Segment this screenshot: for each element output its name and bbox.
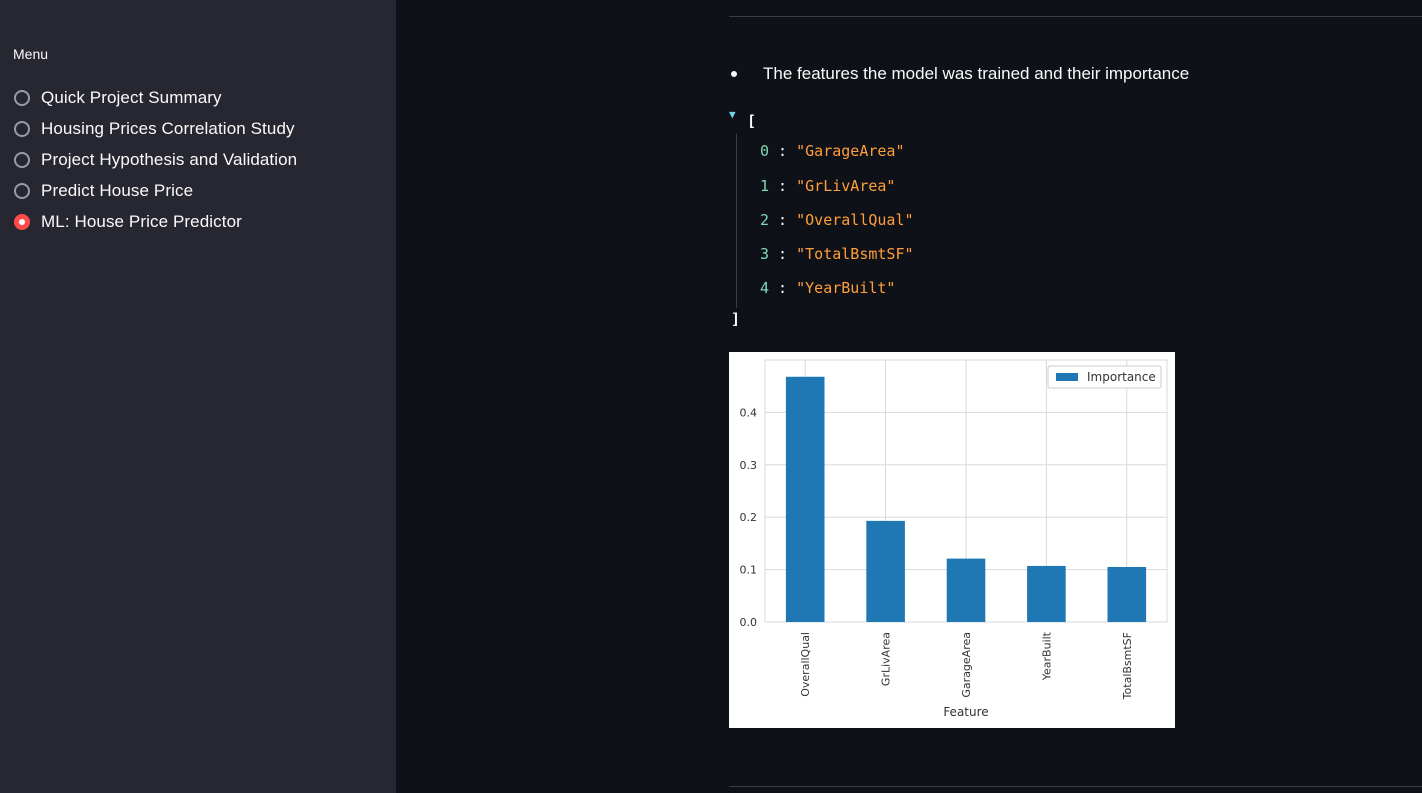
json-row: 4 : "YearBuilt"	[760, 279, 896, 297]
menu-title: Menu	[13, 46, 49, 62]
x-tick-label: GarageArea	[960, 632, 973, 698]
legend-label: Importance	[1087, 370, 1156, 384]
divider-top	[729, 16, 1422, 17]
menu-item-label: Housing Prices Correlation Study	[41, 118, 295, 138]
x-tick-label: TotalBsmtSF	[1121, 632, 1134, 700]
y-tick-label: 0.4	[740, 406, 758, 419]
json-value: "GrLivArea"	[796, 177, 896, 195]
json-row: 0 : "GarageArea"	[760, 142, 905, 160]
chart-svg: 0.0 0.1 0.2 0.3 0.4 OverallQual GrLivArea Garag…	[740, 359, 1168, 719]
json-value: "GarageArea"	[796, 142, 905, 160]
json-row: 3 : "TotalBsmtSF"	[760, 245, 914, 263]
json-open-bracket: [	[747, 112, 757, 130]
y-tick-label: 0.2	[740, 511, 758, 524]
json-index: 0	[760, 142, 770, 160]
bar	[946, 558, 986, 622]
sidebar: Menu Quick Project Summary Housing Price…	[0, 0, 396, 793]
json-row: 2 : "OverallQual"	[760, 211, 914, 229]
collapse-triangle-icon[interactable]: ▼	[729, 108, 736, 121]
bar	[1107, 566, 1147, 622]
radio-button-icon[interactable]	[14, 120, 30, 137]
divider-bottom	[729, 786, 1422, 787]
json-row: 1 : "GrLivArea"	[760, 177, 896, 195]
bullet-text: The features the model was trained and t…	[763, 64, 1190, 83]
bullet-item: The features the model was trained and t…	[731, 64, 1189, 84]
json-indent-guide	[736, 134, 737, 308]
bar	[866, 520, 905, 622]
radio-button-selected-icon[interactable]	[14, 213, 30, 230]
json-value: "TotalBsmtSF"	[796, 245, 914, 263]
x-axis-label: Feature	[943, 705, 988, 719]
json-index: 3	[760, 245, 770, 263]
json-index: 1	[760, 177, 770, 195]
radio-button-icon[interactable]	[14, 151, 30, 168]
json-index: 2	[760, 211, 770, 229]
y-tick-label: 0.3	[740, 459, 758, 472]
menu-item-predict-house-price[interactable]: Predict House Price	[14, 175, 297, 206]
x-tick-label: GrLivArea	[880, 632, 893, 686]
json-value: "YearBuilt"	[796, 279, 896, 297]
bar	[1027, 565, 1066, 622]
x-tick-label: YearBuilt	[1040, 631, 1053, 681]
legend-swatch	[1056, 373, 1078, 381]
y-tick-label: 0.0	[740, 616, 758, 629]
feature-importance-chart: 0.0 0.1 0.2 0.3 0.4 OverallQual GrLivArea Garag…	[729, 352, 1175, 728]
json-value: "OverallQual"	[796, 211, 914, 229]
menu-item-project-hypothesis[interactable]: Project Hypothesis and Validation	[14, 144, 297, 175]
menu-item-label: Predict House Price	[41, 180, 194, 200]
main-content: The features the model was trained and t…	[396, 0, 1422, 793]
radio-button-icon[interactable]	[14, 182, 30, 199]
menu-radio-group: Quick Project Summary Housing Prices Cor…	[14, 82, 297, 237]
menu-item-label: Project Hypothesis and Validation	[41, 149, 298, 169]
menu-item-housing-prices-correlation-study[interactable]: Housing Prices Correlation Study	[14, 113, 297, 144]
y-tick-label: 0.1	[740, 564, 758, 577]
x-tick-label: OverallQual	[799, 632, 812, 697]
radio-button-icon[interactable]	[14, 89, 30, 106]
menu-item-label: ML: House Price Predictor	[41, 211, 242, 231]
menu-item-ml-house-price-predictor[interactable]: ML: House Price Predictor	[14, 206, 297, 237]
json-close-bracket: ]	[731, 310, 741, 328]
bullet-dot-icon	[731, 71, 737, 77]
menu-item-label: Quick Project Summary	[41, 87, 222, 107]
bar	[785, 376, 825, 622]
legend-box	[1047, 365, 1162, 389]
menu-item-quick-project-summary[interactable]: Quick Project Summary	[14, 82, 297, 113]
json-index: 4	[760, 279, 770, 297]
